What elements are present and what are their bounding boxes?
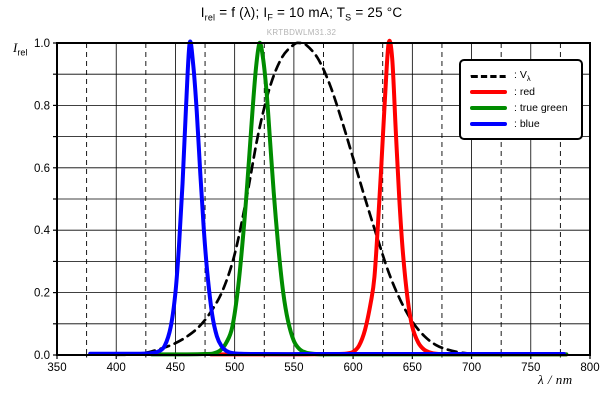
x-tick-label: 400: [107, 362, 126, 374]
legend-label-vlambda: : Vλ: [514, 68, 531, 84]
legend: : Vλ : red : true green : blue: [459, 59, 583, 140]
title-sub-S: S: [345, 12, 352, 23]
vlambda-line-sample: [470, 74, 507, 78]
y-axis-label: Irel: [13, 40, 27, 58]
x-axis-label: λ / nm: [538, 372, 573, 387]
y-tick-label: 0.6: [34, 163, 50, 175]
x-tick-label: 650: [403, 362, 422, 374]
legend-label-true-green: : true green: [514, 102, 568, 114]
x-tick-label: 800: [580, 362, 599, 374]
tick-labels: 350 400 450 500 550 600 650 700 750 800 0.0 0.2 0.4 0…: [34, 38, 600, 374]
legend-label-blue: : blue: [514, 118, 540, 130]
title-mid1: = f (λ); I: [215, 5, 268, 20]
y-axis-label-sub: rel: [17, 47, 28, 58]
y-tick-label: 1.0: [34, 38, 50, 50]
blue-line-sample: [470, 121, 507, 127]
x-tick-label: 450: [166, 362, 185, 374]
legend-label-red: : red: [514, 86, 536, 98]
y-tick-label: 0.2: [34, 288, 50, 300]
x-tick-label: 700: [462, 362, 481, 374]
series-vλ-line: [114, 41, 497, 357]
x-tick-label: 350: [47, 362, 66, 374]
y-tick-label: 0.4: [34, 225, 51, 237]
red-line-sample: [470, 89, 507, 95]
legend-item-blue: : blue: [470, 116, 572, 132]
chart-title: Irel = f (λ); IF = 10 mA; TS = 25 °C: [0, 5, 603, 23]
y-axis-label-symbol: I: [13, 40, 18, 55]
legend-item-vlambda: : Vλ: [470, 68, 572, 84]
title-sub-F: F: [267, 12, 274, 23]
legend-item-true-green: : true green: [470, 100, 572, 116]
gridlines: [57, 43, 590, 355]
plot-border: [56, 42, 591, 356]
x-tick-label: 600: [344, 362, 363, 374]
title-sub-rel: rel: [204, 12, 216, 23]
legend-item-red: : red: [470, 84, 572, 100]
y-tick-label: 0.8: [34, 100, 50, 112]
x-tick-label: 500: [225, 362, 244, 374]
part-number-watermark: KRTBDWLM31.32: [266, 28, 337, 37]
x-tick-label: 750: [521, 362, 540, 374]
true-green-line-sample: [470, 105, 507, 111]
title-I: I: [200, 5, 205, 20]
title-mid2: = 10 mA; T: [273, 5, 346, 20]
x-tick-label: 550: [284, 362, 303, 374]
y-tick-label: 0.0: [34, 350, 50, 362]
title-tail: = 25 °C: [351, 5, 403, 20]
